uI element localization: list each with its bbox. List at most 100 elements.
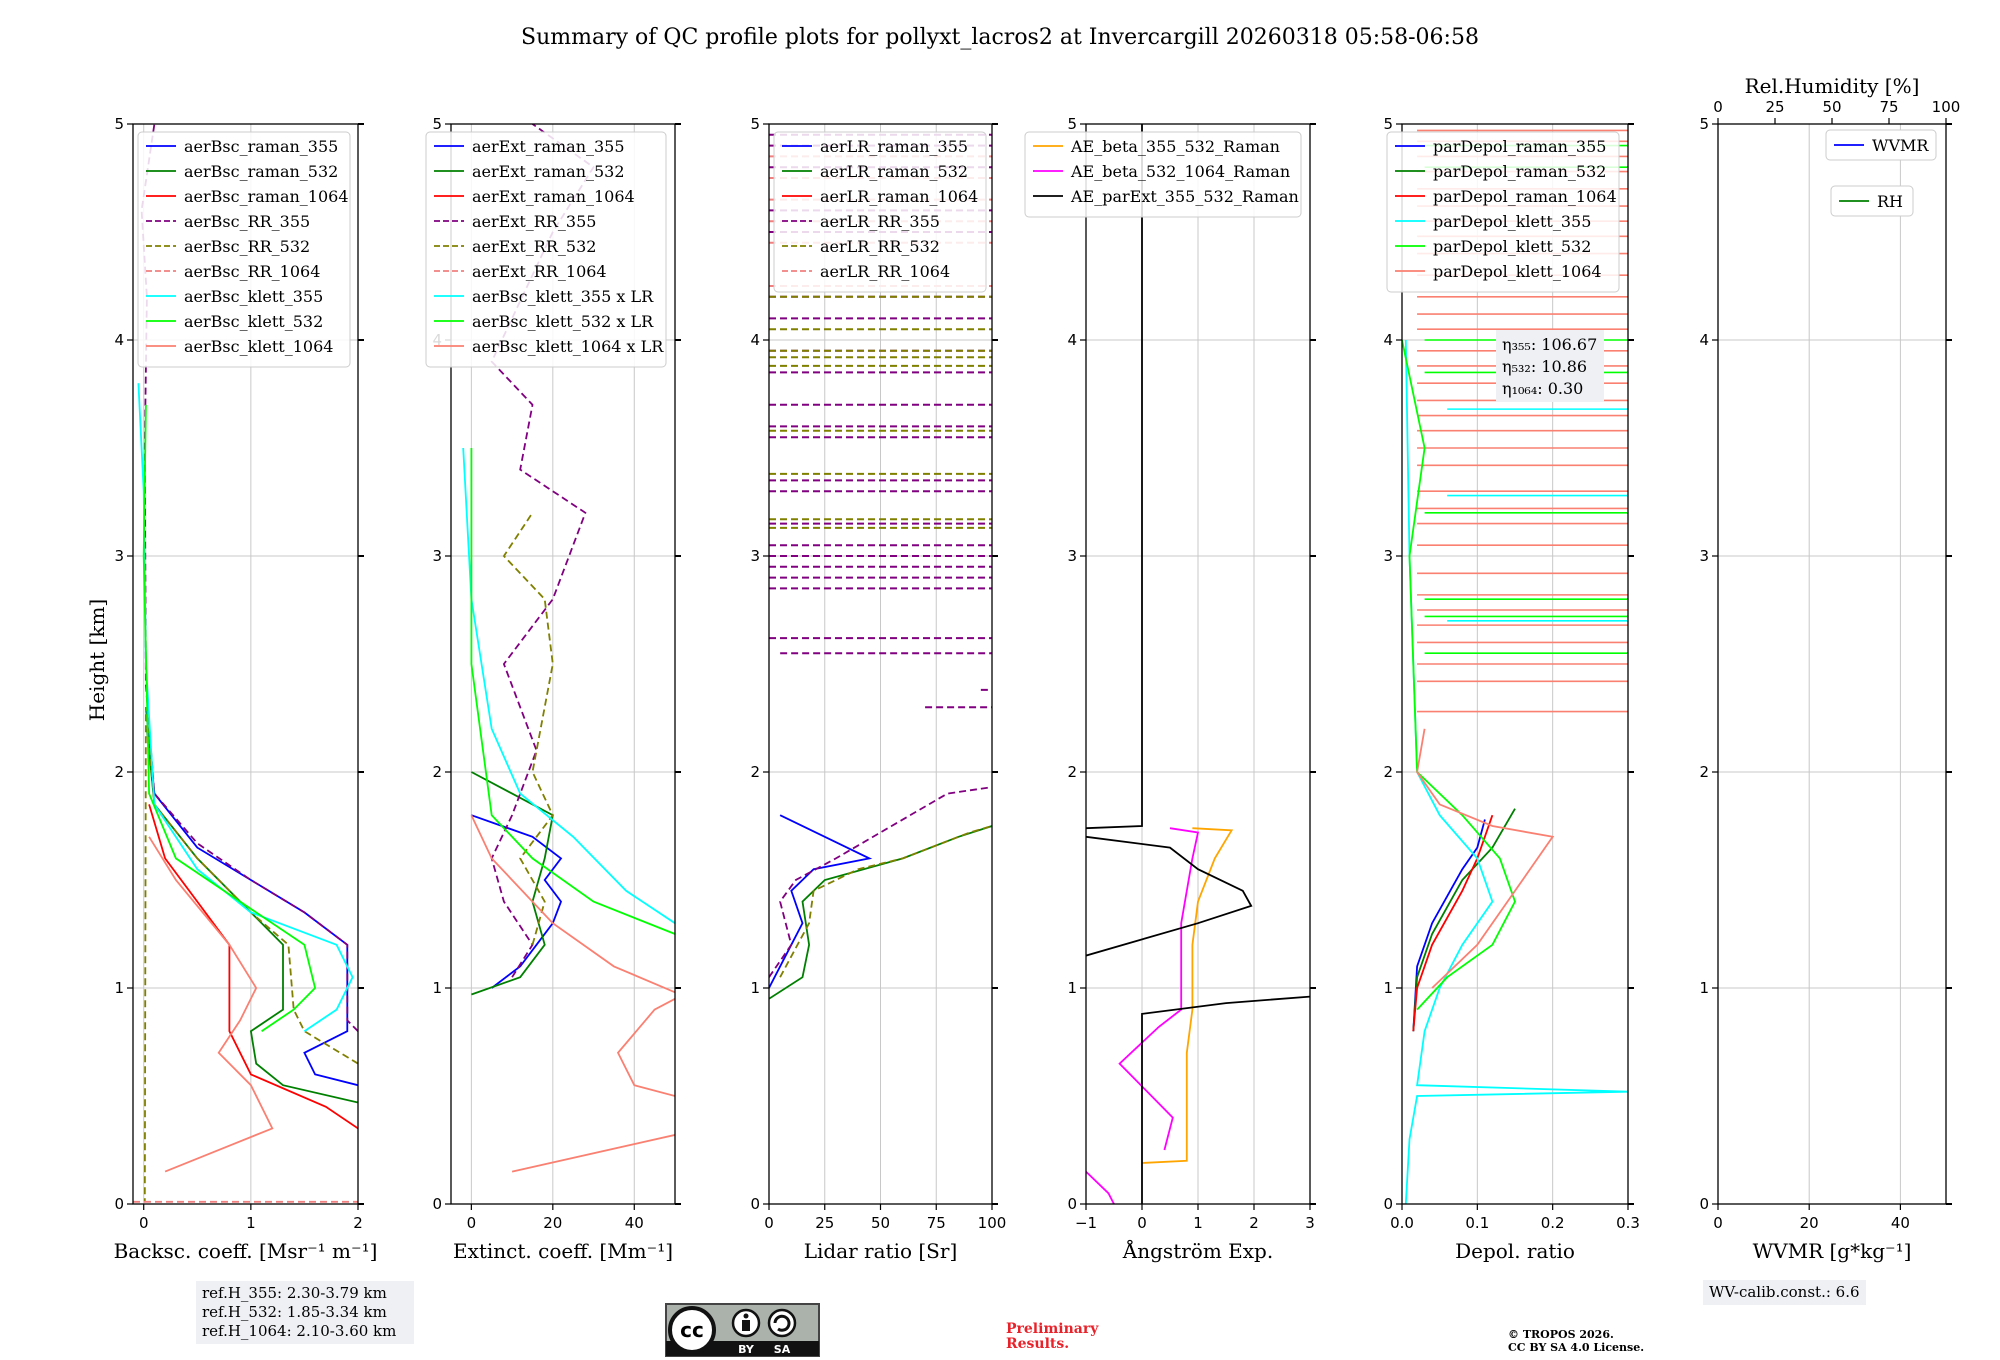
y-tick-label-ext: 5 [432, 115, 442, 133]
series-aerbsc-rr-532 [143, 707, 358, 1202]
y-tick-label-wv: 1 [1699, 979, 1709, 997]
y-tick-label-bsc: 2 [114, 763, 124, 781]
series-aerbsc-raman-532 [146, 728, 358, 1104]
y-tick-label-bsc: 5 [114, 115, 124, 133]
eta-box [1496, 330, 1604, 402]
x-tick-label-ae: 2 [1249, 1214, 1259, 1232]
series-aerbsc-klett-1064-x-lr-2- [616, 998, 675, 1097]
series-aerext-rr-532 [502, 512, 554, 946]
y-tick-label-wv: 0 [1699, 1195, 1709, 1213]
series-aerbsc-klett-1064-x-lr [511, 1134, 675, 1173]
y-tick-label-bsc: 4 [114, 331, 124, 349]
series-pardepol-klett-1064 [1416, 728, 1555, 989]
series-pardepol-raman-1064 [1412, 814, 1494, 1032]
x-tick-label-bsc: 1 [246, 1214, 256, 1232]
cc-license-badge[interactable]: cc BY SA [665, 1303, 820, 1357]
series-ae-parext-355-532-raman [1141, 995, 1310, 1204]
x-tick-label-ae: 1 [1193, 1214, 1203, 1232]
series-aerbsc-raman-355 [145, 707, 358, 1087]
legend-label: parDepol_klett_355 [1433, 212, 1591, 231]
legend-label: aerBsc_klett_532 x LR [472, 312, 654, 331]
legend-label: aerBsc_klett_355 [184, 287, 323, 306]
legend-label: AE_parExt_355_532_Raman [1070, 187, 1299, 206]
reference-heights-box: ref.H_355: 2.30-3.79 km ref.H_532: 1.85-… [196, 1281, 414, 1344]
legend-label: aerExt_raman_355 [472, 137, 625, 156]
preliminary-line-2: Results. [1006, 1336, 1070, 1352]
x-tick-label-bsc: 0 [139, 1214, 149, 1232]
x-axis-label-ae: Ångström Exp. [1122, 1238, 1273, 1263]
series-pardepol-klett-355 [1404, 339, 1628, 1204]
legend-label: aerBsc_RR_1064 [184, 262, 320, 281]
x-tick-label-ae: −1 [1075, 1214, 1097, 1232]
x-tick-label-depol: 0.3 [1616, 1214, 1640, 1232]
copyright-line-2: CC BY SA 4.0 License. [1508, 1341, 1645, 1354]
series-ae-parext-355-532-raman-3- [1086, 124, 1143, 830]
y-tick-label-lr: 4 [750, 331, 760, 349]
series-aerbsc-klett-355-x-lr [462, 447, 675, 924]
panel-depol: 0.0 0.1 0.2 0.3 0 1 2 3 4 5 Depol. ratio parDepol_r… [1383, 115, 1639, 1263]
legend-label: aerLR_raman_532 [820, 162, 968, 181]
x-axis-label-ext: Extinct. coeff. [Mm⁻¹] [453, 1239, 673, 1263]
plot-area-ae [1086, 124, 1310, 1204]
sa-icon-arrow [773, 1314, 791, 1332]
preliminary-line-1: Preliminary [1006, 1321, 1099, 1337]
series-aerbsc-klett-355 [137, 383, 354, 1032]
y-tick-label-depol: 3 [1383, 547, 1393, 565]
y-tick-label-depol: 5 [1383, 115, 1393, 133]
license-by-label: BY [738, 1343, 755, 1356]
x-tick-label-wv: 40 [1891, 1214, 1910, 1232]
rh-tick-label: 25 [1765, 98, 1784, 116]
ref-height-1064: ref.H_1064: 2.10-3.60 km [202, 1322, 397, 1340]
x-tick-label-ae: 0 [1137, 1214, 1147, 1232]
legend-label: aerLR_raman_355 [820, 137, 968, 156]
y-axis-label: Height [km] [85, 599, 109, 721]
y-tick-label-lr: 0 [750, 1195, 760, 1213]
y-tick-label-ae: 3 [1067, 547, 1077, 565]
rh-tick-label: 0 [1713, 98, 1723, 116]
y-tick-label-ae: 1 [1067, 979, 1077, 997]
legend-label: aerBsc_RR_355 [184, 212, 310, 231]
legend-box-wv [1830, 185, 1914, 217]
copyright-line-1: © TROPOS 2026. [1508, 1328, 1614, 1341]
x-tick-label-wv: 20 [1800, 1214, 1819, 1232]
series-aerbsc-raman-1064 [148, 804, 358, 1130]
legend-box-wv [1825, 129, 1937, 161]
y-tick-label-lr: 5 [750, 115, 760, 133]
panel-ext: 02040012345Extinct. coeff. [Mm⁻¹]aerExt_… [425, 115, 681, 1263]
wv-calibration-value: WV-calib.const.: 6.6 [1709, 1283, 1860, 1301]
legend-label: aerBsc_klett_532 [184, 312, 323, 331]
y-tick-label-depol: 0 [1383, 1195, 1393, 1213]
legend-label: aerExt_raman_532 [472, 162, 625, 181]
legend-label: aerExt_raman_1064 [472, 187, 635, 206]
panel-wv: 0 20 40 0 1 2 3 4 5 WVMR [g*kg⁻¹] WVMR RH 0 25 50 75 100… [1699, 74, 1960, 1263]
legend-label: RH [1877, 192, 1903, 211]
y-tick-label-ae: 0 [1067, 1195, 1077, 1213]
axes-frame-wv [1717, 123, 1947, 1205]
x-tick-label-depol: 0.1 [1465, 1214, 1489, 1232]
series-aerlr-rr-355 [769, 786, 992, 978]
y-tick-label-ae: 4 [1067, 331, 1077, 349]
y-tick-label-lr: 2 [750, 763, 760, 781]
legend-label: aerLR_RR_1064 [820, 262, 950, 281]
x-axis-label-bsc: Backsc. coeff. [Msr⁻¹ m⁻¹] [114, 1239, 378, 1263]
x-tick-label-lr: 0 [764, 1214, 774, 1232]
legend-label: aerBsc_raman_1064 [184, 187, 349, 206]
x-axis-label-wv: WVMR [g*kg⁻¹] [1753, 1239, 1912, 1263]
series-aerbsc-klett-532 [142, 404, 317, 1032]
y-tick-label-wv: 3 [1699, 547, 1709, 565]
legend-label: aerBsc_raman_355 [184, 137, 338, 156]
x-tick-label-ext: 0 [467, 1214, 477, 1232]
y-tick-label-ext: 0 [432, 1195, 442, 1213]
y-tick-label-depol: 1 [1383, 979, 1393, 997]
series-pardepol-klett-532 [1402, 339, 1516, 1011]
x-tick-label-bsc: 2 [353, 1214, 363, 1232]
y-tick-label-lr: 3 [750, 547, 760, 565]
license-sa-label: SA [774, 1343, 791, 1356]
legend-box-bsc [137, 131, 351, 368]
legend-label: aerExt_RR_532 [472, 237, 596, 256]
x-tick-label-lr: 25 [815, 1214, 834, 1232]
axes-frame-ext [450, 123, 676, 1205]
x-tick-label-lr: 50 [871, 1214, 890, 1232]
legend-label: aerBsc_raman_532 [184, 162, 338, 181]
cc-icon-text: cc [680, 1318, 704, 1342]
